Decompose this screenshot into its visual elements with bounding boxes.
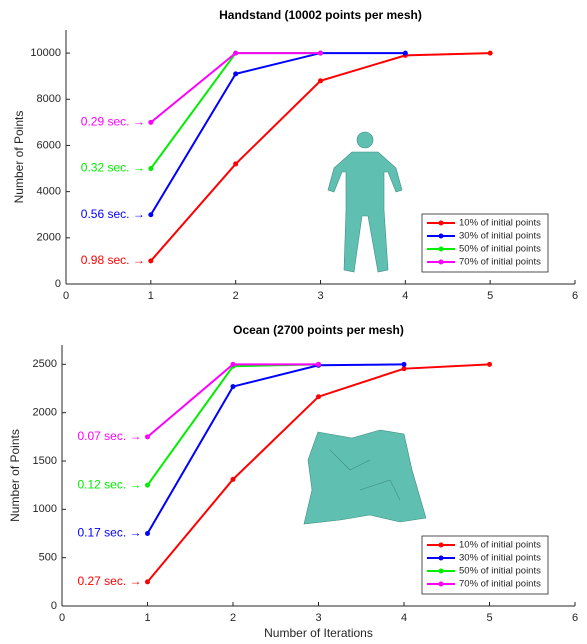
data-point [231,362,236,367]
legend-marker [439,260,444,265]
y-tick-label: 2500 [33,358,57,370]
legend-label: 10% of initial points [459,218,541,229]
data-point [318,51,323,56]
y-tick-label: 2000 [33,407,57,419]
ocean-mesh [304,430,426,524]
data-point [316,394,321,399]
data-point [148,166,153,171]
y-tick-label: 6000 [37,139,61,151]
x-tick-label: 6 [572,290,578,302]
y-tick-label: 500 [39,552,57,564]
x-tick-label: 0 [59,612,65,624]
data-point [145,434,150,439]
legend-label: 30% of initial points [459,231,541,242]
data-point [148,120,153,125]
time-annotation: 0.17 sec. → [77,526,141,540]
x-tick-label: 1 [144,612,150,624]
series-line [151,53,321,122]
y-tick-label: 10000 [30,47,61,59]
legend-marker [439,582,444,587]
series-line [148,364,319,485]
x-axis-label: Number of Iterations [264,626,373,640]
time-annotation: 0.29 sec. → [81,115,145,129]
data-point [318,78,323,83]
data-point [488,51,493,56]
data-point [402,366,407,371]
chart-title: Handstand (10002 points per mesh) [219,8,422,22]
legend-label: 10% of initial points [459,540,541,551]
time-annotation: 0.27 sec. → [77,574,141,588]
data-point [487,362,492,367]
data-point [403,51,408,56]
y-axis-label: Number of Points [12,111,26,204]
y-tick-label: 0 [55,278,61,290]
x-tick-label: 3 [317,290,323,302]
time-annotation: 0.32 sec. → [81,161,145,175]
data-point [148,258,153,263]
data-point [231,384,236,389]
legend-marker [439,569,444,574]
time-annotation: 0.98 sec. → [81,253,145,267]
data-point [148,212,153,217]
legend-label: 70% of initial points [459,257,541,268]
x-tick-label: 4 [402,290,408,302]
legend-marker [439,234,444,239]
data-point [233,51,238,56]
y-tick-label: 0 [51,600,57,612]
data-point [233,161,238,166]
y-tick-label: 1500 [33,455,57,467]
x-tick-label: 6 [572,612,578,624]
y-tick-label: 2000 [37,232,61,244]
data-point [316,362,321,367]
legend-marker [439,543,444,548]
x-tick-label: 1 [148,290,154,302]
x-tick-label: 5 [486,612,492,624]
y-tick-label: 4000 [37,186,61,198]
x-tick-label: 2 [230,612,236,624]
x-tick-label: 2 [233,290,239,302]
time-annotation: 0.12 sec. → [77,477,141,491]
legend-label: 50% of initial points [459,566,541,577]
data-point [231,477,236,482]
y-tick-label: 1000 [33,503,57,515]
legend-label: 50% of initial points [459,244,541,255]
series-line [151,53,321,168]
legend-marker [439,221,444,226]
legend-marker [439,556,444,561]
x-tick-label: 5 [487,290,493,302]
figure: Handstand (10002 points per mesh)0200040… [0,0,587,644]
data-point [145,483,150,488]
legend-label: 70% of initial points [459,579,541,590]
y-tick-label: 8000 [37,93,61,105]
time-annotation: 0.07 sec. → [77,429,141,443]
human-mesh [328,132,402,272]
data-point [402,362,407,367]
x-tick-label: 0 [63,290,69,302]
data-point [145,531,150,536]
legend-label: 30% of initial points [459,553,541,564]
x-tick-label: 4 [401,612,407,624]
x-tick-label: 3 [315,612,321,624]
time-annotation: 0.56 sec. → [81,207,145,221]
legend-marker [439,247,444,252]
chart-title: Ocean (2700 points per mesh) [233,323,404,337]
series-line [148,364,319,437]
data-point [145,579,150,584]
y-axis-label: Number of Points [8,429,22,522]
data-point [233,71,238,76]
